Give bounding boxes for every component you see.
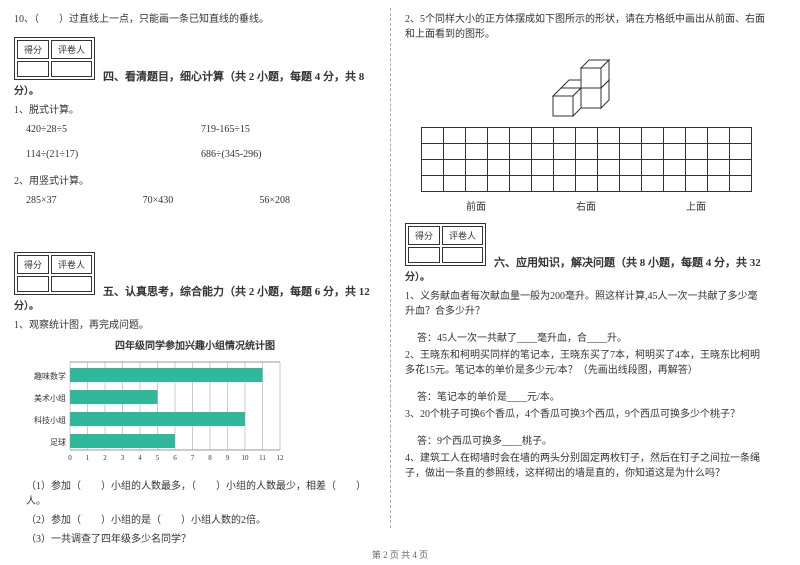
a6-2: 答：笔记本的单价是____元/本。	[417, 388, 767, 403]
svg-text:美术小组: 美术小组	[34, 393, 66, 403]
section5-title: 五、认真思考，综合能力（共 2 小题，每题 6 分，共 12	[103, 283, 370, 299]
score-empty	[51, 61, 92, 77]
score-h2: 评卷人	[51, 40, 92, 59]
label-front: 前面	[421, 198, 531, 213]
score-box-4: 得分评卷人	[14, 37, 95, 80]
svg-text:12: 12	[277, 454, 285, 462]
svg-text:3: 3	[121, 454, 125, 462]
section5-tail: 分）。	[14, 301, 39, 312]
calc1a: 420÷28÷5	[26, 124, 201, 135]
q5-1-3: （3）一共调查了四年级多少名同学？	[26, 532, 376, 547]
svg-text:2: 2	[103, 454, 107, 462]
q6-1: 1、义务献血者每次献血量一般为200毫升。照这样计算,45人一次一共献了多少毫升…	[405, 289, 767, 319]
q4-1: 1、脱式计算。	[14, 103, 376, 118]
q5-1-2: （2）参加（ ）小组的是（ ）小组人数的2倍。	[26, 513, 376, 528]
q6-4: 4、建筑工人在砌墙时会在墙的两头分别固定两枚钉子，然后在钉子之间拉一条绳子，做出…	[405, 451, 767, 481]
section6-tail: 分）。	[405, 272, 430, 283]
score-empty	[408, 247, 440, 263]
svg-text:趣味数学: 趣味数学	[34, 371, 66, 381]
section4-header: 得分评卷人 四、看清题目，细心计算（共 2 小题，每题 4 分，共 8	[14, 31, 376, 84]
calc-row-2: 114÷(21÷17) 686÷(345-296)	[26, 149, 376, 160]
section4-tail: 分）。	[14, 86, 39, 97]
q6-2: 2、王晓东和柯明买同样的笔记本，王晓东买了7本，柯明买了4本，王晓东比柯明多花1…	[405, 348, 767, 378]
calc3a: 285×37	[26, 195, 143, 206]
svg-text:6: 6	[173, 454, 177, 462]
svg-text:5: 5	[156, 454, 160, 462]
q5-1-1: （1）参加（ ）小组的人数最多，（ ）小组的人数最少，相差（ ）人。	[26, 479, 376, 509]
bar-chart: 0123456789101112趣味数学美术小组科技小组足球	[14, 356, 294, 466]
chart-title: 四年级同学参加兴趣小组情况统计图	[14, 337, 376, 352]
score-empty	[17, 276, 49, 292]
q6-3: 3、20个桃子可换6个香瓜，4个香瓜可换3个西瓜，9个西瓜可换多少个桃子？	[405, 407, 767, 422]
score-empty	[442, 247, 483, 263]
label-top: 上面	[641, 198, 751, 213]
q10: 10、（ ）过直线上一点，只能画一条已知直线的垂线。	[14, 12, 376, 27]
right-column: 2、5个同样大小的正方体摆成如下图所示的形状，请在方格纸中画出从前面、右面和上面…	[391, 0, 781, 540]
score-box-5: 得分评卷人	[14, 252, 95, 295]
score-empty	[17, 61, 49, 77]
score-h1: 得分	[17, 40, 49, 59]
svg-text:科技小组: 科技小组	[34, 415, 66, 425]
score-h1: 得分	[17, 255, 49, 274]
section6-title: 六、应用知识，解决问题（共 8 小题，每题 4 分，共 32	[494, 254, 761, 270]
svg-text:4: 4	[138, 454, 142, 462]
cube-icon	[541, 48, 631, 118]
page: 10、（ ）过直线上一点，只能画一条已知直线的垂线。 得分评卷人 四、看清题目，…	[0, 0, 800, 540]
section4-title: 四、看清题目，细心计算（共 2 小题，每题 4 分，共 8	[103, 68, 364, 84]
grid-labels: 前面 右面 上面	[421, 198, 751, 213]
q4-2: 2、用竖式计算。	[14, 174, 376, 189]
q5-1: 1、观察统计图，再完成问题。	[14, 318, 376, 333]
a6-3: 答：9个西瓜可换多____桃子。	[417, 432, 767, 447]
calc2b: 686÷(345-296)	[201, 149, 376, 160]
svg-text:1: 1	[86, 454, 90, 462]
section5-header: 得分评卷人 五、认真思考，综合能力（共 2 小题，每题 6 分，共 12	[14, 246, 376, 299]
score-h2: 评卷人	[442, 226, 483, 245]
svg-text:0: 0	[68, 454, 72, 462]
q2-intro: 2、5个同样大小的正方体摆成如下图所示的形状，请在方格纸中画出从前面、右面和上面…	[405, 12, 767, 42]
calc3b: 70×430	[143, 195, 260, 206]
cube-figure	[405, 48, 767, 121]
label-right: 右面	[531, 198, 641, 213]
svg-text:8: 8	[208, 454, 212, 462]
svg-text:11: 11	[259, 454, 266, 462]
calc2a: 114÷(21÷17)	[26, 149, 201, 160]
svg-text:足球: 足球	[50, 437, 66, 447]
left-column: 10、（ ）过直线上一点，只能画一条已知直线的垂线。 得分评卷人 四、看清题目，…	[0, 0, 390, 540]
a6-1: 答：45人一次一共献了____毫升血，合____升。	[417, 329, 767, 344]
score-empty	[51, 276, 92, 292]
calc3c: 56×208	[259, 195, 376, 206]
svg-text:9: 9	[226, 454, 230, 462]
page-footer: 第 2 页 共 4 页	[0, 548, 800, 561]
svg-text:7: 7	[191, 454, 195, 462]
section6-header: 得分评卷人 六、应用知识，解决问题（共 8 小题，每题 4 分，共 32	[405, 217, 767, 270]
svg-text:10: 10	[242, 454, 250, 462]
calc-row-3: 285×37 70×430 56×208	[26, 195, 376, 206]
score-h2: 评卷人	[51, 255, 92, 274]
calc-row-1: 420÷28÷5 719-165÷15	[26, 124, 376, 135]
calc1b: 719-165÷15	[201, 124, 376, 135]
score-box-6: 得分评卷人	[405, 223, 486, 266]
score-h1: 得分	[408, 226, 440, 245]
answer-grid	[421, 127, 752, 192]
